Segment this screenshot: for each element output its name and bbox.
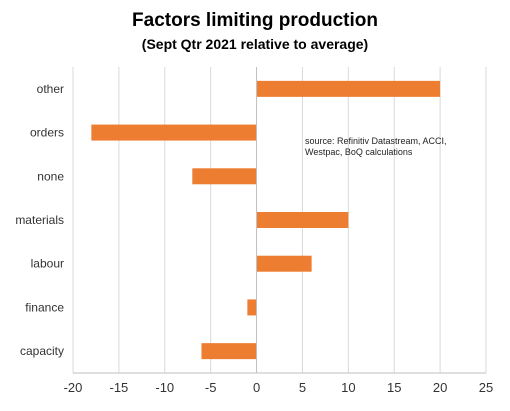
x-tick-label: 0: [253, 380, 260, 395]
x-tick-label: -10: [155, 380, 174, 395]
bar: [201, 343, 257, 360]
category-label: finance: [25, 300, 64, 314]
bar: [91, 124, 257, 141]
bar: [256, 212, 349, 228]
bar: [247, 299, 257, 316]
source-annotation: Westpac, BoQ calculations: [305, 147, 413, 157]
chart-title: Factors limiting production: [132, 10, 378, 31]
x-tick-label: 15: [387, 380, 401, 395]
x-tick-label: 20: [433, 380, 447, 395]
x-tick-label: 10: [341, 380, 355, 395]
chart-subtitle: (Sept Qtr 2021 relative to average): [141, 36, 369, 52]
bar: [256, 255, 312, 272]
category-label: capacity: [20, 344, 64, 358]
bar: [192, 168, 257, 185]
source-annotation: source: Refinitiv Datastream, ACCI,: [305, 136, 447, 146]
x-tick-label: -5: [205, 380, 217, 395]
x-tick-label: 5: [299, 380, 306, 395]
category-label: labour: [31, 257, 64, 271]
category-label: materials: [15, 213, 64, 227]
category-label: other: [37, 82, 64, 96]
category-label: orders: [30, 126, 64, 140]
bar: [256, 80, 441, 97]
x-tick-label: 25: [479, 380, 493, 395]
x-tick-label: -20: [64, 380, 83, 395]
category-label: none: [37, 169, 64, 183]
x-tick-label: -15: [109, 380, 128, 395]
